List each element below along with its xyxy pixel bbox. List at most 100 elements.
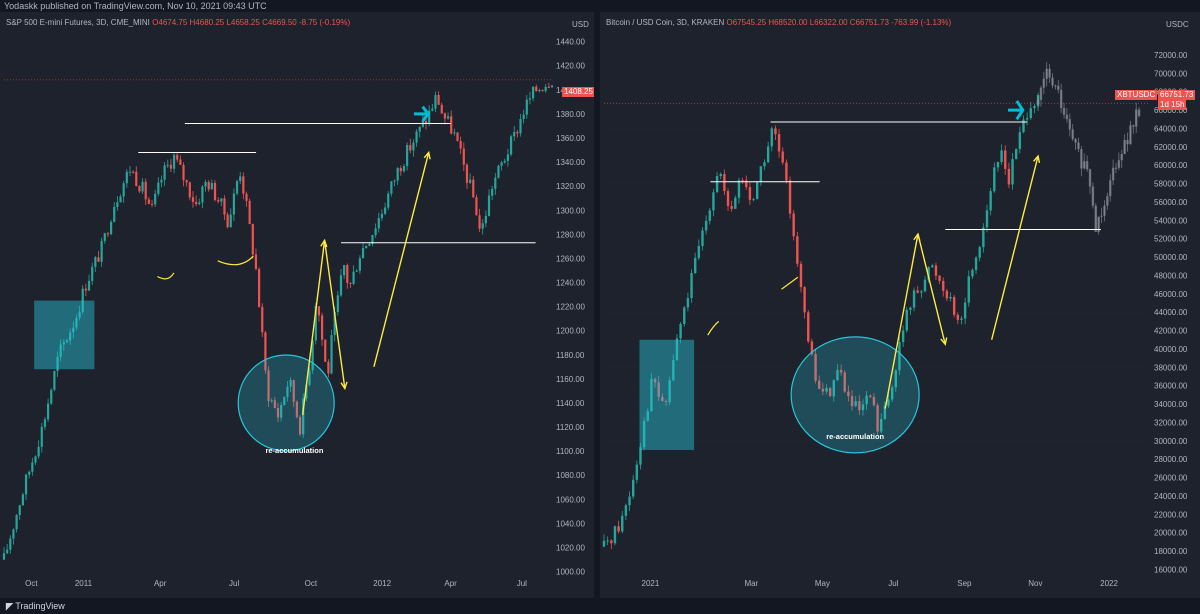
candle-body <box>9 538 12 550</box>
candle-body <box>869 395 872 397</box>
candle-body <box>298 417 302 435</box>
candle-body <box>719 173 722 177</box>
ghost-candle-body <box>1114 167 1118 169</box>
candle-body <box>50 389 53 404</box>
sp500-chart[interactable]: 1440.001420.001400.001380.001360.001340.… <box>0 12 594 598</box>
btc-chart-panel[interactable]: 72000.0070000.0068000.0066000.0064000.00… <box>600 12 1200 598</box>
candle-body <box>103 233 106 241</box>
candle-body <box>912 290 916 308</box>
candle-body <box>150 203 154 205</box>
candle-body <box>938 275 941 281</box>
candle-body <box>267 370 270 402</box>
y-tick-label: 1100.00 <box>556 447 585 456</box>
candle-body <box>166 164 169 166</box>
candle-body <box>465 164 469 183</box>
candle-body <box>289 379 292 387</box>
candle-body <box>613 526 617 544</box>
candle-body <box>898 342 901 371</box>
candle-body <box>876 405 879 432</box>
candle-body <box>264 332 267 371</box>
candle-body <box>283 396 286 405</box>
candle-body <box>500 162 503 166</box>
ghost-candle-body <box>1123 140 1126 154</box>
y-tick-label: 42000.00 <box>1154 327 1188 336</box>
ghost-candle-body <box>1042 78 1046 88</box>
candle-body <box>81 288 84 312</box>
candle-body <box>450 116 453 134</box>
candle-body <box>443 113 447 119</box>
y-tick-label: 40000.00 <box>1154 345 1188 354</box>
candle-body <box>144 181 147 200</box>
candle-body <box>909 307 912 310</box>
candle-body <box>37 446 40 457</box>
y-tick-label: 1080.00 <box>556 471 585 480</box>
ghost-candle-body <box>1088 169 1092 187</box>
candle-body <box>916 290 919 293</box>
ghost-candle-body <box>1129 125 1132 145</box>
y-tick-label: 62000.00 <box>1154 143 1188 152</box>
candle-body <box>122 183 125 197</box>
candle-body <box>160 179 163 183</box>
candle-body <box>147 199 150 204</box>
candle-body <box>726 191 730 206</box>
candle-body <box>119 196 122 203</box>
candle-body <box>402 166 406 172</box>
candle-body <box>28 471 31 475</box>
sp500-chart-panel[interactable]: 1440.001420.001400.001380.001360.001340.… <box>0 12 594 598</box>
candle-body <box>116 202 119 207</box>
candle-body <box>69 332 72 341</box>
y-tick-label: 1440.00 <box>556 38 585 47</box>
candle-body <box>715 176 719 193</box>
candle-body <box>387 193 390 208</box>
candle-body <box>865 395 868 405</box>
sp500-legend: S&P 500 E-mini Futures, 3D, CME_MINI O46… <box>6 18 350 27</box>
y-tick-label: 32000.00 <box>1154 418 1188 427</box>
y-tick-label: 36000.00 <box>1154 382 1188 391</box>
btc-last-price: 66751.73 <box>1158 90 1196 100</box>
candle-body <box>544 86 547 91</box>
candle-body <box>31 462 34 472</box>
candle-body <box>825 388 828 392</box>
candle-body <box>836 369 839 381</box>
candle-body <box>675 338 679 361</box>
re-accumulation-label: re-accumulation <box>265 446 323 455</box>
panel-divider[interactable] <box>594 12 600 598</box>
candle-body <box>890 387 894 400</box>
ghost-candle-body <box>1077 142 1080 150</box>
candle-body <box>952 296 956 315</box>
x-tick-label: Oct <box>305 579 318 588</box>
ghost-candle-body <box>1120 153 1123 161</box>
ghost-candle-body <box>1080 149 1083 169</box>
candle-body <box>535 86 538 92</box>
candle-body <box>371 235 374 244</box>
candle-body <box>927 267 930 280</box>
candle-body <box>901 330 905 343</box>
candle-body <box>942 280 945 291</box>
candle-body <box>428 110 431 124</box>
candle-body <box>182 164 185 181</box>
candle-body <box>624 505 628 516</box>
y-tick-label: 1420.00 <box>556 62 585 71</box>
candle-body <box>302 398 305 435</box>
candle-body <box>978 247 981 258</box>
candle-body <box>832 380 836 397</box>
candle-body <box>905 309 908 331</box>
candle-body <box>6 549 9 554</box>
candle-body <box>985 210 989 228</box>
y-tick-label: 1260.00 <box>556 254 585 263</box>
y-tick-label: 1020.00 <box>556 544 585 553</box>
btc-chart[interactable]: 72000.0070000.0068000.0066000.0064000.00… <box>600 12 1200 598</box>
candle-body <box>653 378 657 383</box>
x-tick-label: Nov <box>1028 579 1042 588</box>
candle-body <box>701 230 704 246</box>
candle-body <box>242 176 245 194</box>
candle-body <box>621 515 624 532</box>
candle-body <box>610 540 613 544</box>
candle-body <box>516 131 519 134</box>
y-tick-label: 46000.00 <box>1154 290 1188 299</box>
candle-body <box>528 98 532 100</box>
candle-body <box>971 269 974 277</box>
candle-body <box>336 295 339 312</box>
y-tick-label: 30000.00 <box>1154 437 1188 446</box>
candle-body <box>157 182 160 194</box>
